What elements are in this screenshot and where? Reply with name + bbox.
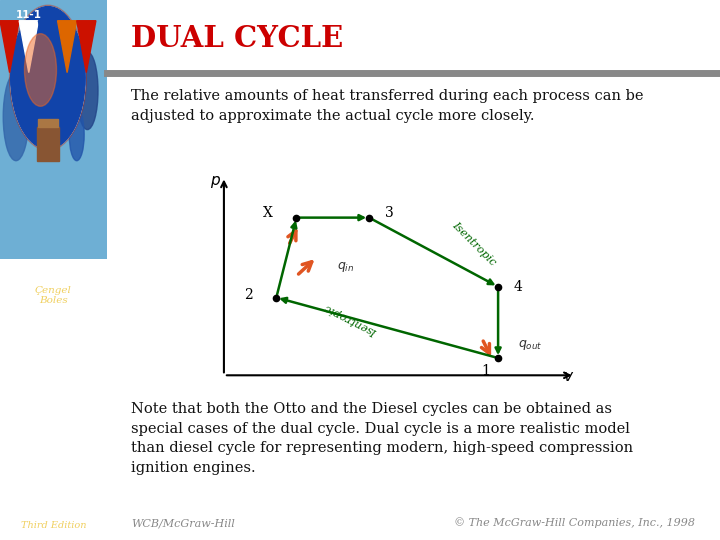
FancyArrowPatch shape bbox=[282, 298, 495, 357]
Ellipse shape bbox=[24, 33, 56, 106]
Polygon shape bbox=[0, 21, 19, 72]
Text: Note that both the Otto and the Diesel cycles can be obtained as
special cases o: Note that both the Otto and the Diesel c… bbox=[131, 402, 633, 475]
Polygon shape bbox=[58, 21, 77, 72]
Ellipse shape bbox=[11, 6, 85, 149]
Ellipse shape bbox=[9, 5, 86, 150]
Ellipse shape bbox=[69, 109, 84, 161]
Text: The relative amounts of heat transferred during each process can be
adjusted to : The relative amounts of heat transferred… bbox=[131, 89, 644, 123]
Text: $q_{out}$: $q_{out}$ bbox=[518, 338, 543, 352]
Text: $p$: $p$ bbox=[210, 174, 221, 191]
FancyArrowPatch shape bbox=[300, 215, 364, 220]
Ellipse shape bbox=[11, 6, 85, 149]
Text: DUAL CYCLE: DUAL CYCLE bbox=[131, 24, 343, 53]
Text: 3: 3 bbox=[385, 206, 394, 220]
Text: 4: 4 bbox=[514, 280, 523, 294]
Ellipse shape bbox=[77, 52, 98, 130]
Text: Third Edition: Third Edition bbox=[21, 521, 86, 530]
Polygon shape bbox=[38, 21, 58, 72]
Text: X: X bbox=[264, 206, 273, 220]
Text: 11-1: 11-1 bbox=[16, 10, 42, 21]
Text: WCB/McGraw-Hill: WCB/McGraw-Hill bbox=[131, 518, 235, 528]
Text: Isentropic: Isentropic bbox=[323, 302, 379, 336]
Bar bbox=[37, 127, 58, 161]
Polygon shape bbox=[19, 21, 38, 72]
Ellipse shape bbox=[11, 6, 85, 149]
FancyArrowPatch shape bbox=[495, 289, 500, 353]
Ellipse shape bbox=[11, 6, 85, 149]
Text: Isentropic: Isentropic bbox=[450, 220, 498, 267]
Text: $v$: $v$ bbox=[564, 370, 575, 384]
Ellipse shape bbox=[3, 72, 29, 161]
Ellipse shape bbox=[11, 6, 85, 149]
Text: Thermodynamics: Thermodynamics bbox=[44, 313, 63, 500]
Text: 2: 2 bbox=[244, 288, 253, 302]
FancyArrowPatch shape bbox=[277, 223, 297, 295]
Text: Boles: Boles bbox=[39, 296, 68, 305]
Text: $q_{in}$: $q_{in}$ bbox=[337, 260, 354, 274]
Bar bbox=[38, 119, 58, 127]
Text: 1: 1 bbox=[482, 364, 490, 378]
Text: Çengel: Çengel bbox=[35, 286, 72, 295]
FancyArrowPatch shape bbox=[372, 219, 493, 284]
Text: © The McGraw-Hill Companies, Inc., 1998: © The McGraw-Hill Companies, Inc., 1998 bbox=[454, 517, 696, 528]
Polygon shape bbox=[77, 21, 96, 72]
